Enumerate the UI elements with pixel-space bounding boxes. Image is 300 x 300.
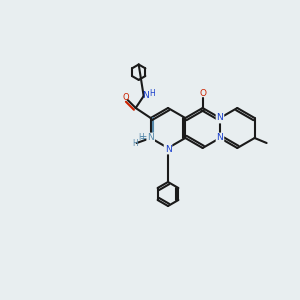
Text: N: N bbox=[147, 134, 154, 142]
Text: H: H bbox=[132, 140, 138, 148]
Text: N: N bbox=[217, 134, 223, 142]
Text: N: N bbox=[142, 92, 149, 100]
Text: N: N bbox=[165, 145, 171, 154]
Text: O: O bbox=[122, 94, 129, 103]
Text: N: N bbox=[217, 113, 223, 122]
Text: H: H bbox=[149, 89, 155, 98]
Text: H: H bbox=[138, 133, 144, 142]
Text: O: O bbox=[199, 89, 206, 98]
Text: =: = bbox=[140, 133, 148, 143]
